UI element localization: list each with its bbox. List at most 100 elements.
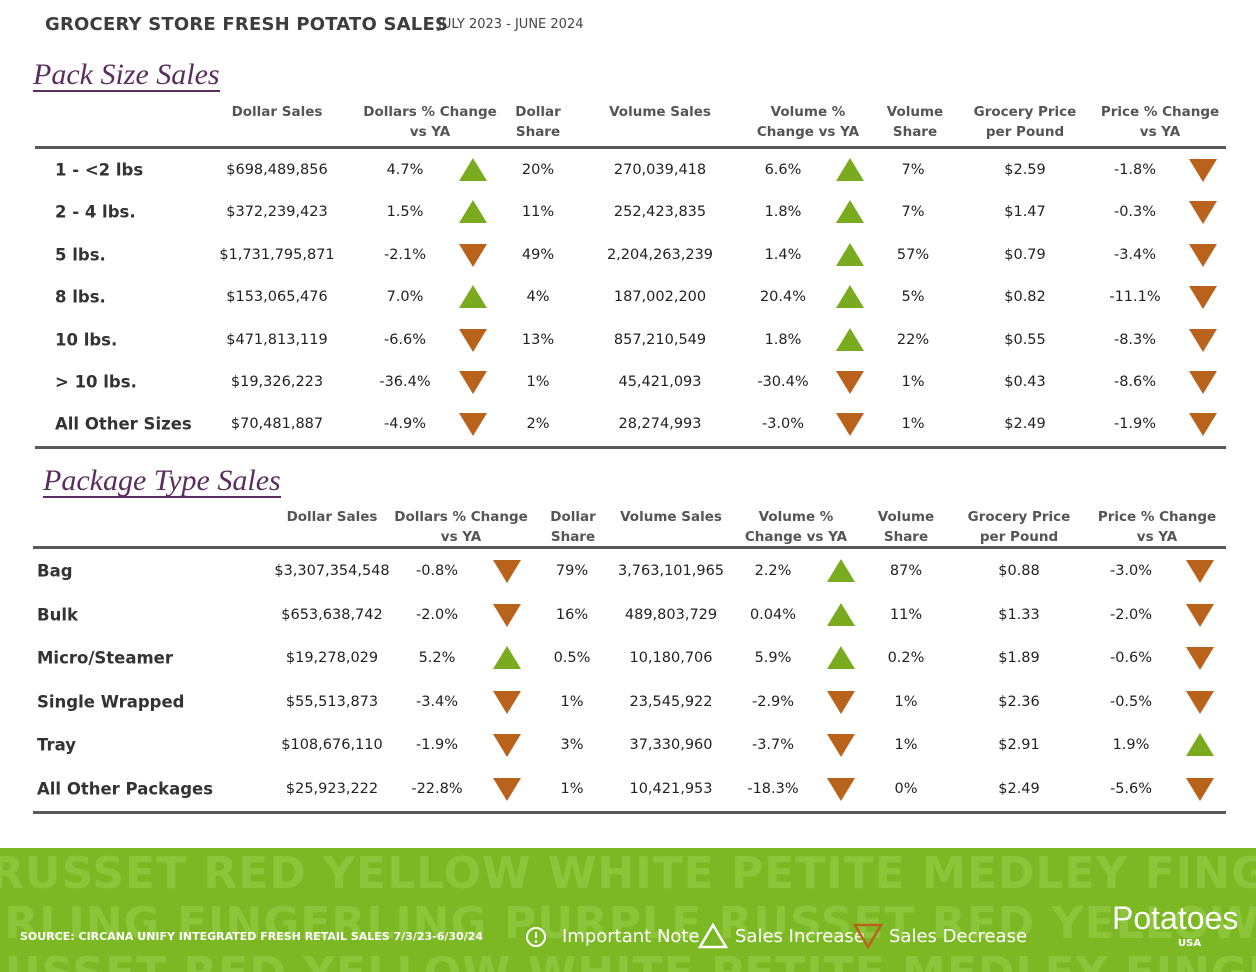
cell: 2.2% [754,563,792,579]
column-header: Price % Change vs YA [1100,104,1220,140]
cell: $70,481,887 [230,416,324,433]
cell: 857,210,549 [613,331,707,348]
cell: $19,326,223 [230,374,324,390]
row-label: > 10 lbs. [55,372,137,392]
cell: $3,307,354,548 [274,563,390,579]
cell: 1.8% [764,204,802,221]
cell: 7% [901,162,925,178]
cell: -22.8% [411,781,463,797]
cell: 3,763,101,965 [617,563,725,579]
cell: 10,421,953 [629,781,713,797]
cell: -3.7% [751,737,795,754]
row-label: 2 - 4 lbs. [55,202,136,222]
up-arrow [493,646,521,670]
cell: -3.4% [415,693,459,710]
note-icon [526,927,546,947]
column-header: Dollar Share [550,509,596,545]
legend-increase: Sales Increase [735,926,865,947]
column-header: Dollars % Change vs YA [363,104,497,140]
cell: 0.5% [553,650,591,667]
cell: 49% [521,246,555,263]
cell: 10,180,706 [629,650,713,667]
cell: 0% [894,781,918,797]
legend-decrease: Sales Decrease [889,926,1028,947]
down-arrow [827,690,855,714]
cell: -2.0% [415,606,459,623]
cell: -2.0% [1109,606,1153,623]
cell: 1% [560,693,584,710]
down-arrow [1189,328,1217,352]
up-arrow [836,200,864,224]
cell: $2.49 [998,781,1040,797]
header-rule [35,146,1226,149]
cell: $471,813,119 [226,331,328,348]
cell: $0.55 [1004,331,1046,348]
column-header: Dollar Sales [286,509,378,525]
cell: -5.6% [1109,781,1153,797]
down-arrow [493,734,521,758]
cell: 57% [896,246,930,263]
column-header: Volume Sales [609,104,711,120]
down-arrow [1186,647,1214,671]
cell: -1.9% [1113,416,1157,433]
source: SOURCE: CIRCANA UNIFY INTEGRATED FRESH R… [20,930,484,943]
down-arrow [1186,690,1214,714]
cell: $1.47 [1004,204,1046,221]
down-arrow [459,371,487,394]
cell: 1% [560,781,584,797]
column-header: Dollar Sales [231,104,323,120]
down-arrow [493,778,521,801]
up-arrow [827,559,855,582]
cell: 252,423,835 [613,204,707,221]
cell: -2.9% [751,693,795,710]
cell: -3.4% [1113,246,1157,263]
section-title: Pack Size Sales [33,58,220,92]
cell: $25,923,222 [285,781,379,797]
cell: 5% [901,289,925,306]
cell: 2,204,263,239 [606,246,714,263]
cell: $0.79 [1004,246,1046,263]
cell: $55,513,873 [285,693,379,710]
cell: 45,421,093 [618,374,702,390]
cell: $2.49 [1004,416,1046,433]
cell: -0.8% [415,563,459,579]
row-label: Tray [37,735,76,755]
cell: 2% [526,416,550,433]
logo: Potatoes [1112,900,1239,936]
cell: 11% [521,204,555,221]
cell: -11.1% [1109,289,1161,306]
cell: 1.9% [1112,737,1150,754]
column-header: Grocery Price per Pound [973,104,1077,140]
up-arrow [827,602,855,626]
cell: -4.9% [383,416,427,433]
cell: 1% [894,737,918,754]
title: GROCERY STORE FRESH POTATO SALES [45,14,449,35]
down-arrow [1189,159,1217,182]
footer-bg-text: FINGERLING FINGERLING PURPLE RUSSET RED … [0,898,1256,949]
cell: 270,039,418 [613,162,707,178]
cell: 20% [521,162,555,178]
cell: 5.2% [418,650,456,667]
bottom-rule [33,810,1226,814]
cell: -36.4% [379,374,431,390]
decrease-icon [852,923,884,950]
cell: 11% [889,606,923,623]
cell: $153,065,476 [226,289,328,306]
cell: $0.43 [1004,374,1046,390]
cell: 16% [555,606,589,623]
down-arrow [459,413,487,437]
cell: $108,676,110 [281,737,383,754]
column-header: Dollars % Change vs YA [394,509,528,545]
header-rule [33,546,1226,549]
cell: 13% [521,331,555,348]
cell: -1.8% [1113,162,1157,178]
cell: 7% [901,204,925,221]
cell: 22% [896,331,930,348]
cell: $2.36 [998,693,1040,710]
up-arrow [1186,733,1214,757]
cell: 7.0% [386,289,424,306]
cell: 20.4% [759,289,807,306]
cell: $1.89 [998,650,1040,667]
down-arrow [1186,560,1214,583]
cell: 1% [894,693,918,710]
